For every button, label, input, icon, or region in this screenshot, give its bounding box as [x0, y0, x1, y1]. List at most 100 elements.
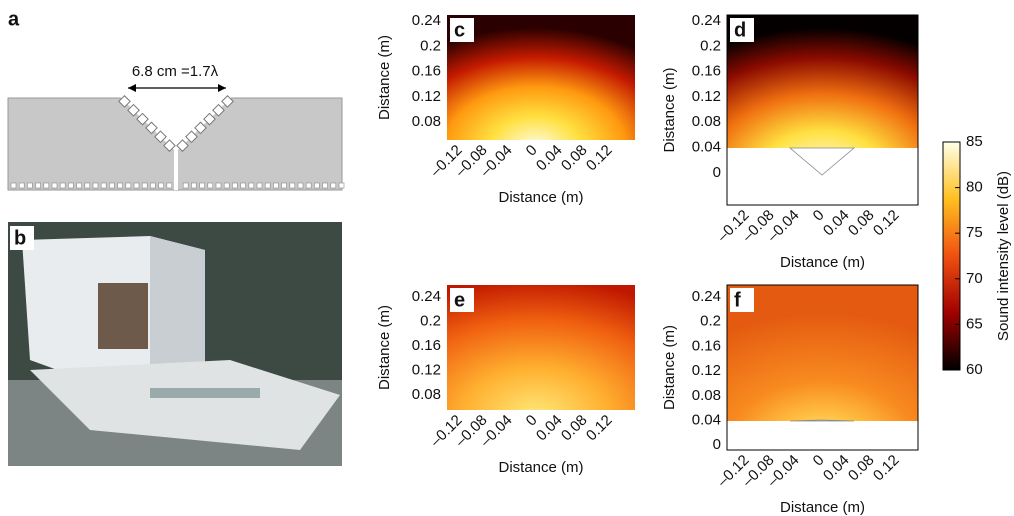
unit-cell — [35, 182, 41, 189]
unit-cell — [264, 182, 271, 189]
unit-cell — [100, 182, 107, 189]
frame — [726, 14, 919, 206]
unit-cell — [117, 182, 123, 189]
unit-cell — [185, 130, 198, 144]
y-axis-label: Distance (m) — [376, 305, 393, 390]
x-tick-label: 0.08 — [558, 412, 591, 445]
y-tick-label: 0.08 — [412, 113, 441, 130]
y-tick-label: 0.24 — [412, 288, 441, 305]
unit-cell — [154, 130, 167, 144]
colorbar-tick-label: 85 — [966, 133, 983, 150]
sample — [98, 283, 148, 349]
heatmap — [447, 285, 635, 410]
unit-cell — [191, 182, 197, 189]
label-box — [450, 288, 474, 312]
y-axis-label: Distance (m) — [376, 35, 393, 120]
x-tick-label: 0.04 — [533, 412, 566, 445]
unit-cell — [163, 139, 176, 152]
y-tick-label: 0.12 — [412, 361, 441, 378]
y-tick-label: 0.04 — [692, 411, 721, 428]
unit-cell — [207, 182, 214, 189]
y-tick-label: 0 — [713, 436, 721, 453]
unit-cell — [43, 182, 50, 189]
unit-cell — [212, 103, 225, 117]
x-tick-label: 0.08 — [845, 452, 878, 485]
notch — [120, 97, 232, 150]
unit-cell — [51, 182, 58, 189]
unit-cell — [199, 182, 205, 189]
colorbar-tick-label: 75 — [966, 224, 983, 241]
unit-cell — [221, 95, 234, 108]
y-tick-label: 0.08 — [692, 387, 721, 404]
unit-cell — [203, 112, 216, 126]
x-tick-label: 0.12 — [870, 452, 903, 485]
unit-cell — [125, 182, 132, 189]
unit-cell — [232, 182, 238, 189]
colorbar-tick-label: 70 — [966, 270, 983, 287]
x-tick-label: 0.12 — [583, 142, 616, 175]
x-axis-label: Distance (m) — [780, 254, 865, 271]
y-tick-label: 0.24 — [692, 12, 721, 29]
y-tick-label: 0.2 — [420, 37, 441, 54]
heatmap — [727, 15, 918, 148]
notch — [788, 147, 856, 176]
y-tick-label: 0.2 — [700, 37, 721, 54]
label-box — [10, 226, 34, 250]
x-axis-label: Distance (m) — [498, 459, 583, 476]
y-tick-label: 0.24 — [692, 288, 721, 305]
y-axis-label: Distance (m) — [661, 325, 678, 410]
unit-cell — [248, 182, 255, 189]
x-axis-label: Distance (m) — [780, 499, 865, 516]
panel-label: c — [454, 19, 465, 41]
x-axis-label: Distance (m) — [498, 189, 583, 206]
y-tick-label: 0.08 — [412, 386, 441, 403]
unit-cell — [145, 121, 158, 135]
unit-cell — [127, 103, 140, 117]
unit-cell — [182, 182, 189, 189]
x-tick-label: 0.04 — [820, 452, 853, 485]
y-tick-label: 0.2 — [420, 312, 441, 329]
unit-cell — [215, 182, 222, 189]
colorbar-label: Sound intensity level (dB) — [995, 171, 1012, 341]
label-box — [450, 18, 474, 42]
heatmap — [727, 285, 918, 421]
x-tick-label: 0.08 — [558, 142, 591, 175]
panel-label: d — [734, 19, 746, 41]
frame — [726, 284, 919, 451]
colorbar-tick-label: 60 — [966, 361, 983, 378]
unit-cell — [68, 182, 74, 189]
unit-cell — [92, 182, 99, 189]
y-axis-label: Distance (m) — [661, 67, 678, 152]
unit-cell — [322, 182, 328, 189]
x-tick-label: 0.08 — [845, 207, 878, 240]
photo — [8, 222, 342, 466]
colorbar-tick-label: 65 — [966, 315, 983, 332]
metasurface-diagram — [7, 84, 345, 191]
unit-cell — [297, 182, 304, 189]
label-box — [730, 288, 754, 312]
y-tick-label: 0 — [713, 164, 721, 181]
unit-cell — [133, 182, 140, 189]
y-tick-label: 0.16 — [692, 63, 721, 80]
unit-cell — [10, 182, 17, 189]
notch — [789, 419, 855, 422]
colorbar — [942, 141, 961, 371]
x-tick-label: 0.12 — [583, 412, 616, 445]
unit-cell — [281, 182, 287, 189]
unit-cell — [330, 182, 337, 189]
panel-label: e — [454, 289, 465, 311]
unit-cell — [338, 182, 345, 189]
unit-cell — [141, 182, 148, 189]
unit-cell — [314, 182, 320, 189]
heatmap — [447, 15, 635, 140]
unit-cell — [84, 182, 91, 189]
y-tick-label: 0.12 — [412, 88, 441, 105]
y-tick-label: 0.12 — [692, 88, 721, 105]
annotation: 6.8 cm =1.7λ — [132, 63, 219, 80]
y-tick-label: 0.16 — [412, 337, 441, 354]
y-tick-label: 0.12 — [692, 362, 721, 379]
arrow-head — [218, 84, 226, 92]
unit-cell — [194, 121, 207, 135]
